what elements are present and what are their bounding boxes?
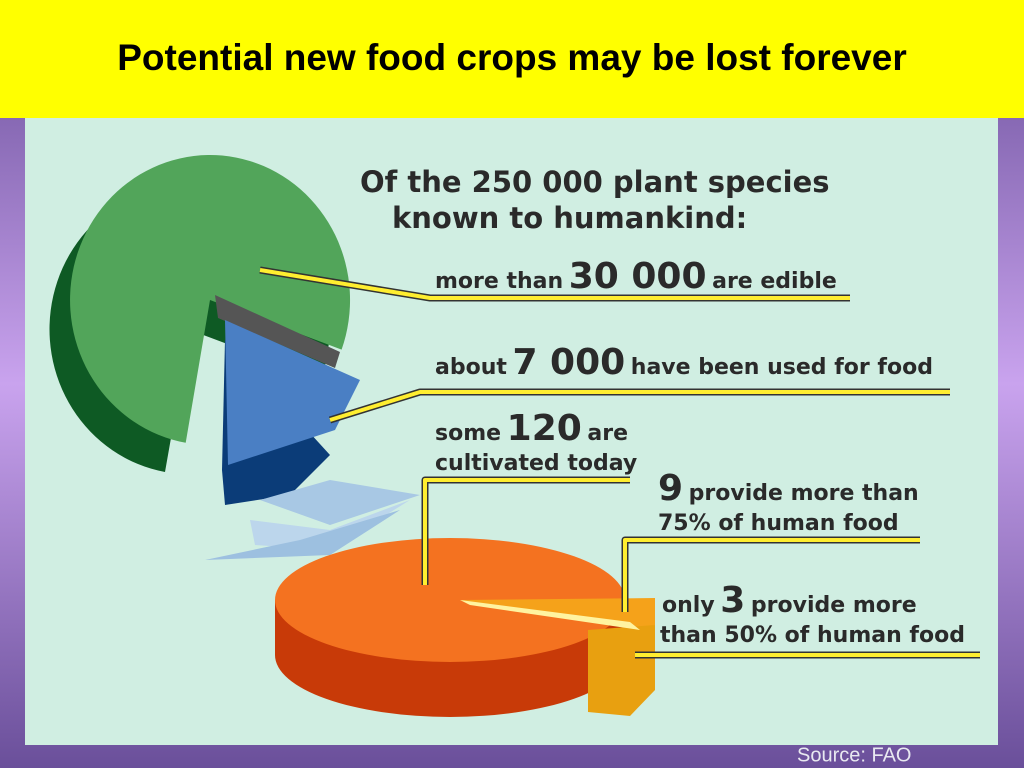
leader-line	[329, 390, 950, 422]
callout-text: are	[587, 421, 628, 446]
callout-text: provide more than	[689, 481, 919, 506]
callout-text: 75% of human food	[658, 511, 899, 536]
green-pie	[70, 155, 351, 443]
slide-title: Potential new food crops may be lost for…	[117, 37, 907, 78]
callout-number: 30 000	[569, 256, 707, 297]
callout-text: provide more	[751, 593, 917, 618]
heading: known to humankind:	[392, 201, 747, 235]
callout: 9 provide more than	[658, 468, 919, 509]
title-banner	[0, 0, 1024, 118]
callout: about 7 000 have been used for food	[435, 342, 933, 383]
fade-slice	[250, 500, 410, 550]
orange-pie	[275, 538, 625, 662]
callout-text: more than	[435, 269, 563, 294]
callout-text: are edible	[712, 269, 837, 294]
callout-text: some	[435, 421, 501, 446]
heading: Of the 250 000 plant species	[360, 165, 830, 199]
callout-number: 9	[658, 468, 683, 509]
source-note: Source: FAO	[797, 744, 912, 766]
blue-wedge	[225, 320, 360, 465]
fade-slice	[205, 510, 400, 560]
callout-number: 3	[720, 580, 745, 621]
callout-text: than 50% of human food	[660, 623, 965, 648]
gray-wedge	[215, 295, 340, 368]
callout: more than 30 000 are edible	[435, 256, 837, 297]
leader-line	[623, 538, 920, 612]
leader-lines	[259, 266, 980, 659]
fade-slice	[260, 480, 420, 525]
callout-text: only	[662, 593, 715, 618]
leader-line	[259, 268, 850, 300]
thin-wedge	[460, 600, 640, 630]
leader-line	[423, 478, 630, 585]
callout-number: 120	[507, 408, 582, 449]
callout: only 3 provide more	[662, 580, 917, 621]
callout-text: about	[435, 355, 507, 380]
yellow-wedge-side	[588, 625, 655, 716]
callout: some 120 are	[435, 408, 628, 449]
callout-text: have been used for food	[631, 355, 933, 380]
callout-number: 7 000	[512, 342, 625, 383]
callout-text: cultivated today	[435, 451, 637, 476]
